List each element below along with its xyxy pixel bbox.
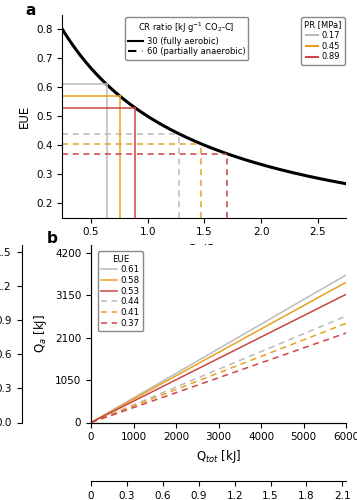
Y-axis label: Q$_a$ [kJ]: Q$_a$ [kJ] [32, 314, 49, 353]
Legend: 0.61, 0.58, 0.53, 0.44, 0.41, 0.37: 0.61, 0.58, 0.53, 0.44, 0.41, 0.37 [98, 251, 143, 332]
X-axis label: Q$_c$/Q$_a$: Q$_c$/Q$_a$ [187, 243, 221, 258]
Y-axis label: EUE: EUE [18, 104, 31, 128]
Legend: 0.17, 0.45, 0.89: 0.17, 0.45, 0.89 [301, 17, 345, 65]
X-axis label: Q$_{tot}$ [kJ]: Q$_{tot}$ [kJ] [196, 448, 241, 465]
Text: a: a [26, 3, 36, 18]
Text: b: b [46, 231, 57, 246]
